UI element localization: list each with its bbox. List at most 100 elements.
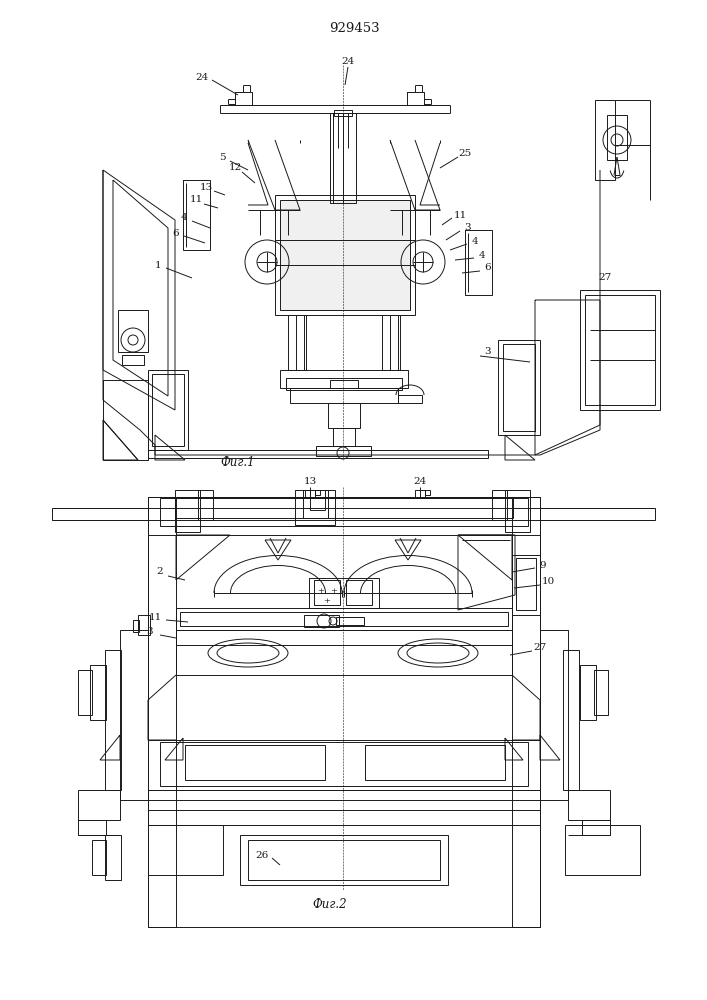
Bar	[275, 195, 415, 315]
Text: 24: 24	[341, 57, 355, 66]
Bar	[120, 630, 148, 800]
Bar	[585, 295, 655, 405]
Bar	[580, 290, 660, 410]
Bar	[148, 825, 223, 875]
Bar	[78, 790, 120, 820]
Bar	[314, 580, 340, 605]
Bar	[105, 835, 121, 880]
Text: 9: 9	[539, 560, 547, 570]
Bar	[240, 835, 448, 885]
Bar	[516, 558, 536, 610]
Bar	[607, 115, 627, 160]
Text: +: +	[324, 597, 330, 605]
Bar	[90, 665, 106, 720]
Bar	[505, 490, 530, 532]
Text: 12: 12	[228, 163, 242, 172]
Text: 3: 3	[464, 224, 472, 232]
Bar	[328, 403, 360, 428]
Bar	[92, 840, 106, 875]
Text: 6: 6	[173, 229, 180, 237]
Bar	[180, 612, 508, 626]
Bar	[582, 820, 610, 835]
Bar	[303, 490, 328, 518]
Text: 27: 27	[533, 644, 547, 652]
Bar	[330, 380, 358, 388]
Bar	[198, 490, 213, 520]
Bar	[330, 113, 356, 203]
Bar	[540, 630, 568, 800]
Bar	[296, 315, 304, 370]
Text: 4: 4	[181, 214, 187, 223]
Bar	[286, 378, 402, 390]
Bar	[78, 820, 106, 835]
Bar	[512, 497, 540, 927]
Bar	[309, 578, 379, 608]
Bar	[295, 490, 335, 525]
Bar	[280, 370, 408, 388]
Bar	[122, 355, 144, 365]
Text: 11: 11	[189, 196, 203, 205]
Bar	[148, 740, 540, 790]
Bar	[280, 200, 410, 310]
Bar	[148, 370, 188, 450]
Text: +: +	[331, 587, 337, 595]
Bar	[568, 790, 610, 820]
Text: 24: 24	[414, 478, 426, 487]
Bar	[390, 315, 398, 370]
Bar	[305, 490, 315, 498]
Text: 13: 13	[199, 182, 213, 192]
Bar	[152, 374, 184, 446]
Bar	[304, 615, 339, 627]
Text: 25: 25	[458, 148, 472, 157]
Text: 4: 4	[472, 236, 479, 245]
Text: 5: 5	[218, 152, 226, 161]
Bar	[160, 498, 528, 526]
Bar	[594, 670, 608, 715]
Text: 24: 24	[195, 74, 209, 83]
Bar	[185, 745, 325, 780]
Bar	[565, 825, 640, 875]
Text: Фиг.1: Фиг.1	[221, 456, 255, 468]
Bar	[503, 344, 535, 431]
Bar	[492, 490, 507, 520]
Bar	[176, 608, 512, 630]
Bar	[78, 670, 92, 715]
Bar	[415, 490, 425, 498]
Bar	[118, 310, 148, 352]
Bar	[563, 650, 579, 790]
Bar	[580, 665, 596, 720]
Bar	[160, 742, 528, 786]
Text: 10: 10	[542, 578, 554, 586]
Bar	[148, 497, 540, 927]
Bar	[595, 100, 615, 180]
Bar	[105, 650, 121, 790]
Bar	[382, 315, 400, 370]
Text: 13: 13	[303, 478, 317, 487]
Bar	[175, 498, 513, 518]
Bar	[316, 446, 371, 456]
Bar	[333, 428, 355, 446]
Text: 929453: 929453	[329, 21, 380, 34]
Bar	[498, 340, 540, 435]
Bar	[334, 110, 352, 116]
Bar	[138, 615, 150, 635]
Text: 2: 2	[157, 568, 163, 576]
Text: 11: 11	[148, 612, 162, 621]
Text: 26: 26	[255, 850, 269, 859]
Text: 4: 4	[479, 250, 485, 259]
Text: Фиг.2: Фиг.2	[312, 898, 347, 912]
Bar	[346, 580, 372, 605]
Bar	[175, 490, 200, 532]
Bar	[148, 450, 488, 458]
Bar	[288, 315, 306, 370]
Text: 1: 1	[155, 260, 161, 269]
Text: 3: 3	[485, 348, 491, 357]
Bar	[425, 490, 430, 495]
Bar	[148, 497, 176, 927]
Text: 27: 27	[598, 273, 612, 282]
Bar	[133, 620, 139, 632]
Bar	[512, 555, 540, 615]
Bar	[248, 840, 440, 880]
Bar	[365, 745, 505, 780]
Bar	[315, 490, 320, 495]
